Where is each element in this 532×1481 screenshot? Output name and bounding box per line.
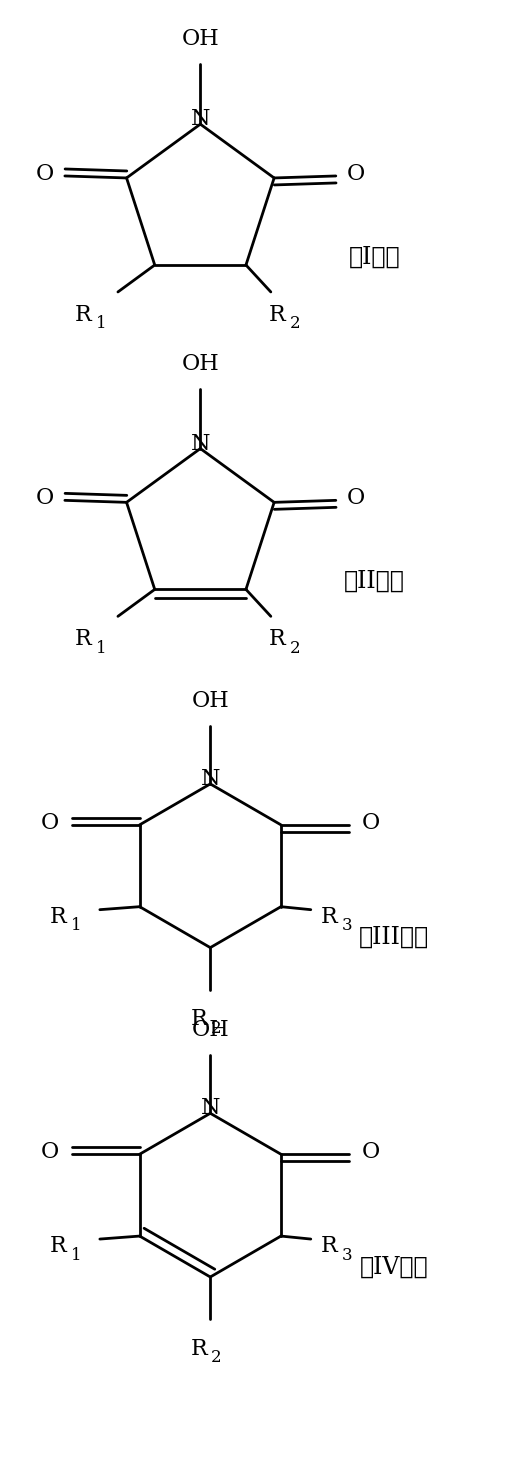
Text: N: N [201,769,220,789]
Text: OH: OH [181,28,219,50]
Text: R: R [321,1235,337,1257]
Text: （IV）；: （IV）； [360,1256,429,1278]
Text: 2: 2 [290,640,301,656]
Text: N: N [201,1097,220,1120]
Text: 2: 2 [290,315,301,332]
Text: O: O [36,487,54,509]
Text: 3: 3 [342,917,352,935]
Text: R: R [50,906,67,927]
Text: O: O [41,812,59,834]
Text: 1: 1 [71,917,81,935]
Text: 1: 1 [71,1247,81,1263]
Text: R: R [75,304,92,326]
Text: N: N [190,432,210,455]
Text: R: R [190,1337,207,1360]
Text: 2: 2 [211,1349,222,1367]
Text: R: R [190,1009,207,1031]
Text: O: O [346,487,365,509]
Text: O: O [36,163,54,185]
Text: R: R [269,304,286,326]
Text: R: R [75,628,92,650]
Text: （I）；: （I）； [348,246,400,268]
Text: O: O [361,812,380,834]
Text: OH: OH [192,690,229,712]
Text: 1: 1 [96,315,107,332]
Text: OH: OH [181,352,219,375]
Text: （III）；: （III）； [359,926,429,949]
Text: O: O [346,163,365,185]
Text: O: O [41,1142,59,1163]
Text: 1: 1 [96,640,107,656]
Text: 2: 2 [211,1020,222,1037]
Text: N: N [190,108,210,130]
Text: OH: OH [192,1019,229,1041]
Text: R: R [50,1235,67,1257]
Text: O: O [361,1142,380,1163]
Text: 3: 3 [342,1247,352,1263]
Text: （II）；: （II）； [344,570,405,592]
Text: R: R [321,906,337,927]
Text: R: R [269,628,286,650]
